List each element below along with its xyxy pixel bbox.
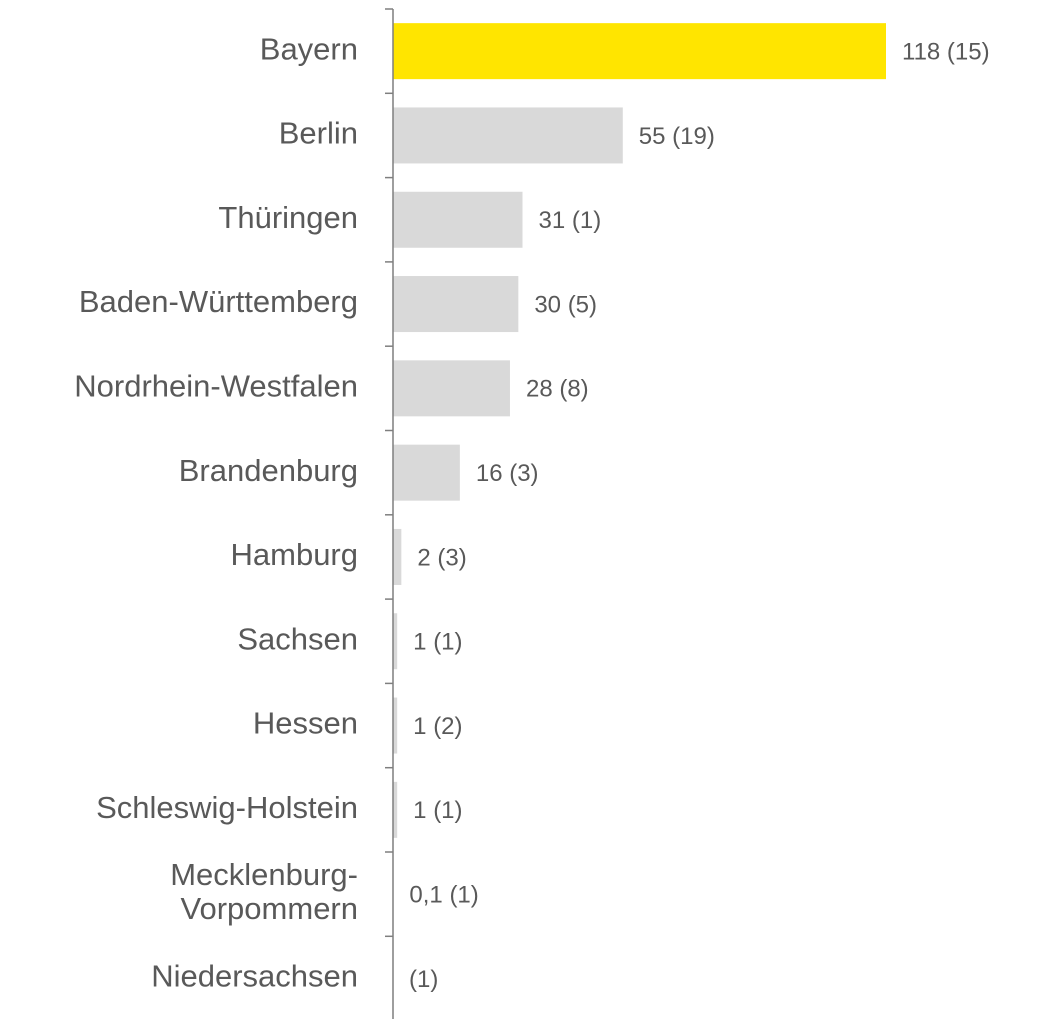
bar (393, 781, 398, 838)
bar (393, 107, 623, 164)
category-label: Mecklenburg-Vorpommern (170, 857, 358, 926)
bar (393, 23, 886, 80)
bar (393, 444, 460, 501)
value-label: 118 (15) (902, 38, 990, 65)
bar (393, 360, 510, 417)
value-label: 55 (19) (639, 123, 715, 150)
category-label: Hessen (253, 706, 358, 741)
category-label: Niedersachsen (151, 959, 358, 994)
bar (393, 191, 523, 248)
category-label: Hamburg (231, 537, 359, 572)
category-label: Schleswig-Holstein (96, 790, 358, 825)
category-label: Brandenburg (179, 453, 358, 488)
value-label: 16 (3) (476, 460, 539, 487)
value-label: 1 (1) (413, 797, 462, 824)
bar (393, 276, 519, 333)
bar (393, 528, 402, 585)
value-label: 31 (1) (539, 207, 602, 234)
value-label: 1 (2) (413, 713, 462, 740)
category-label: Sachsen (237, 621, 358, 656)
category-label: Berlin (279, 116, 358, 151)
bar (393, 613, 398, 670)
value-label: 30 (5) (534, 291, 597, 318)
category-label: Baden-Württemberg (79, 284, 358, 319)
category-label: Nordrhein-Westfalen (74, 369, 358, 404)
category-label: Thüringen (218, 200, 358, 235)
value-label: (1) (409, 966, 438, 993)
category-label: Bayern (260, 31, 358, 66)
value-label: 1 (1) (413, 629, 462, 656)
value-label: 2 (3) (417, 544, 466, 571)
value-label: 28 (8) (526, 376, 589, 403)
bar (393, 697, 398, 754)
value-label: 0,1 (1) (409, 881, 478, 908)
